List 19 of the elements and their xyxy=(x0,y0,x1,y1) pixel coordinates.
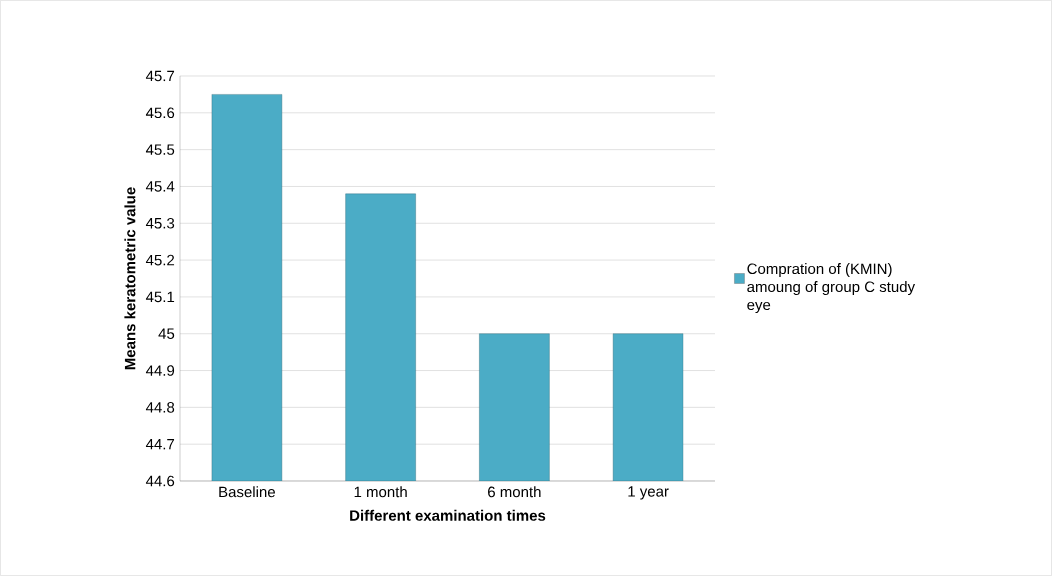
y-tick-label: 45.4 xyxy=(145,181,175,192)
x-tick-label: 6 month xyxy=(488,486,541,498)
x-tick-label: 1 month xyxy=(354,486,407,498)
x-tick-label: 1 year xyxy=(628,486,669,500)
y-tick-label: 45.1 xyxy=(145,291,175,303)
y-tick-label: 45 xyxy=(158,328,175,339)
y-tick-label: 45.7 xyxy=(145,70,175,82)
y-tick-label: 44.9 xyxy=(145,365,175,376)
x-axis-title: Different examination times xyxy=(350,509,546,521)
y-tick-label: 44.8 xyxy=(145,402,175,413)
y-tick-label: 44.7 xyxy=(145,439,175,450)
y-tick-label: 45.6 xyxy=(145,107,175,119)
legend-label: Compration of (KMIN) amoung of group C study eye xyxy=(747,263,916,314)
y-tick-label: 45.5 xyxy=(145,144,175,155)
y-tick-label: 45.2 xyxy=(145,254,175,266)
y-tick-label: 44.6 xyxy=(145,475,175,487)
x-tick-label: Baseline xyxy=(219,486,275,498)
y-axis-title: Means keratometric value xyxy=(124,187,136,370)
y-tick-label: 45.3 xyxy=(145,217,175,229)
